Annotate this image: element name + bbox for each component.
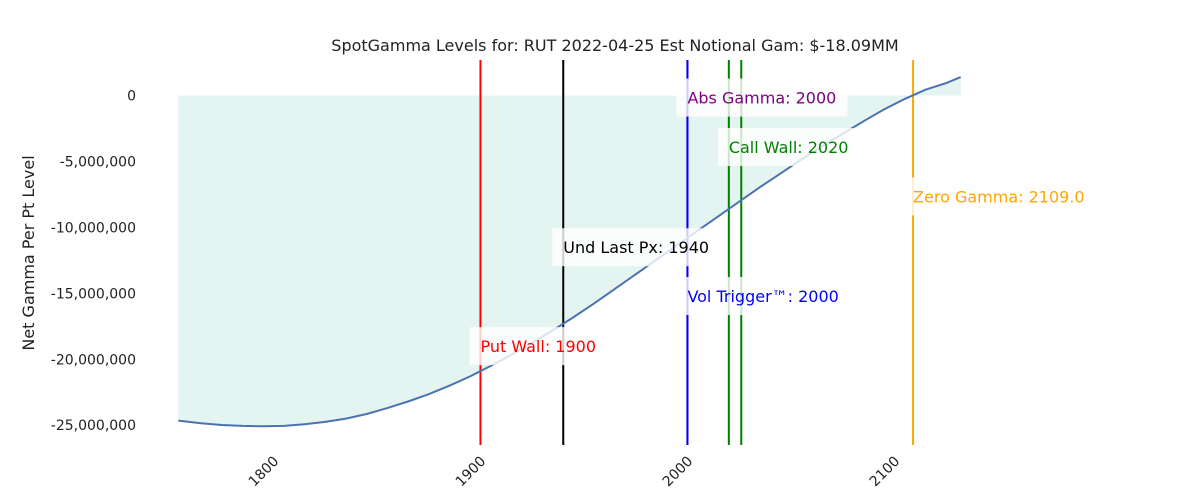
x-tick-label-3: 2100 — [867, 454, 904, 491]
level-label-4: Call Wall: 2020 — [729, 138, 849, 157]
level-label-0: Put Wall: 1900 — [480, 337, 596, 356]
y-axis-label: Net Gamma Per Pt Level — [19, 155, 38, 350]
x-tick-label-0: 1800 — [246, 454, 283, 491]
y-tick-label-1: -5,000,000 — [60, 155, 136, 171]
y-tick-label-5: -25,000,000 — [51, 418, 136, 434]
level-label-bg-1 — [552, 228, 721, 267]
y-tick-label-4: -20,000,000 — [51, 352, 136, 368]
level-label-2: Abs Gamma: 2000 — [687, 89, 836, 108]
level-label-6: Zero Gamma: 2109.0 — [913, 187, 1085, 206]
level-label-bg-3 — [676, 277, 850, 316]
level-label-bg-2 — [676, 78, 848, 117]
y-tick-label-0: 0 — [127, 89, 136, 105]
level-label-bg-0 — [469, 327, 608, 366]
x-tick-label-2: 2000 — [660, 454, 697, 491]
y-tick-label-2: -10,000,000 — [51, 220, 136, 236]
level-label-bg-6 — [902, 177, 1096, 216]
x-tick-label-1: 1900 — [453, 454, 490, 491]
chart-title: SpotGamma Levels for: RUT 2022-04-25 Est… — [331, 36, 899, 55]
level-label-bg-4 — [717, 128, 860, 167]
level-label-3: Vol Trigger™: 2000 — [687, 287, 838, 306]
level-label-1: Und Last Px: 1940 — [563, 238, 709, 257]
y-tick-label-3: -15,000,000 — [51, 286, 136, 302]
